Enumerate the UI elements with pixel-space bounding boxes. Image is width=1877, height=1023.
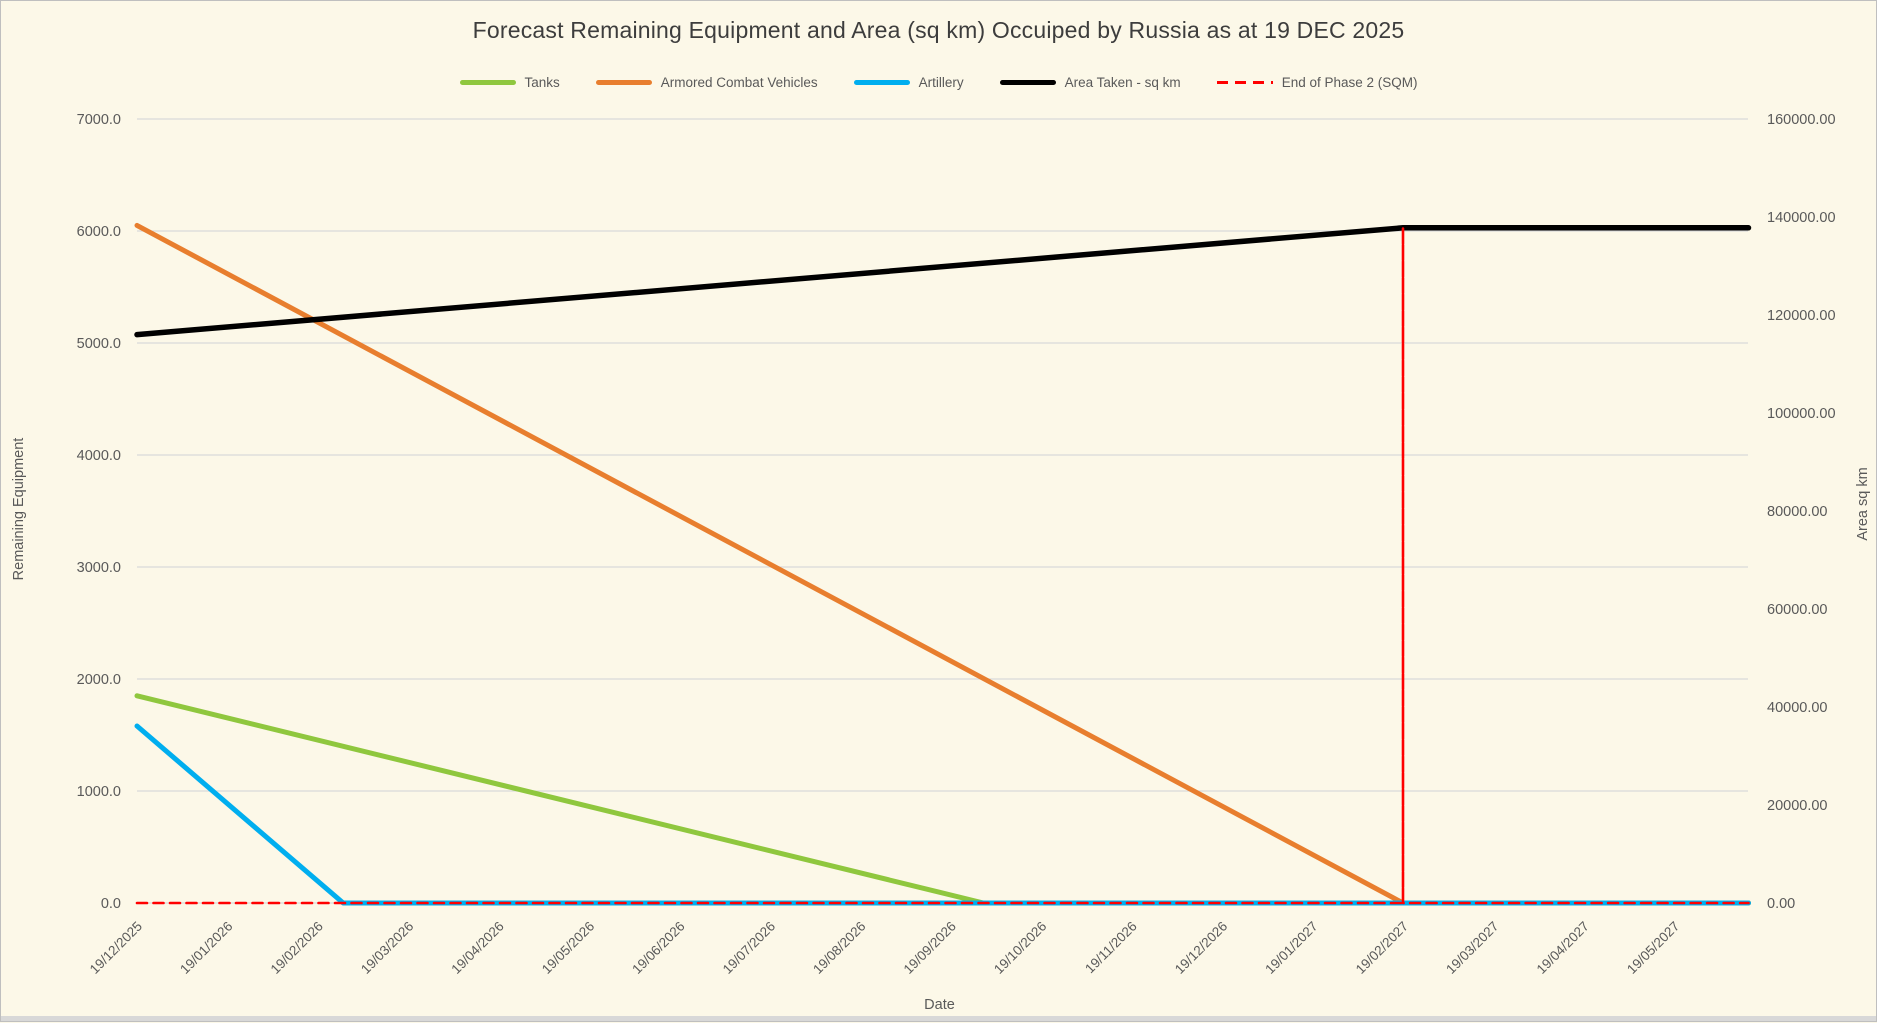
chart-legend: Tanks Armored Combat Vehicles Artillery Are… (1, 75, 1876, 90)
y-right-axis-title: Area sq km (1855, 467, 1871, 541)
x-tick-label: 19/08/2026 (810, 919, 868, 977)
x-tick-label: 19/01/2027 (1262, 919, 1320, 977)
end-of-phase-2-sqm-line (135, 226, 1750, 905)
chart-bottom-edge (1, 1016, 1876, 1021)
legend-label-tanks: Tanks (524, 75, 560, 90)
area-taken-sq-km-line (134, 225, 1752, 338)
y-right-tick-label: 0.00 (1767, 896, 1795, 912)
y-right-tick-label: 120000.00 (1767, 308, 1836, 324)
y-right-tick-label: 60000.00 (1767, 602, 1827, 618)
x-tick-label: 19/04/2026 (448, 919, 506, 977)
legend-item-armored-combat-vehicles: Armored Combat Vehicles (595, 75, 818, 90)
x-tick-label: 19/09/2026 (901, 919, 959, 977)
x-tick-label: 19/05/2027 (1624, 919, 1682, 977)
armored-combat-vehicles-line (134, 222, 1751, 906)
y-left-tick-label: 4000.0 (77, 448, 121, 464)
legend-swatch-area-taken-sq-km (999, 80, 1056, 85)
y-left-axis-title: Remaining Equipment (11, 437, 27, 581)
x-tick-label: 19/05/2026 (539, 919, 597, 977)
tanks-line (134, 693, 1751, 906)
y-left-tick-label: 7000.0 (77, 112, 121, 128)
legend-label-armored-combat-vehicles: Armored Combat Vehicles (660, 75, 818, 90)
y-right-tick-label: 80000.00 (1767, 504, 1827, 520)
x-tick-label: 19/02/2026 (268, 919, 326, 977)
legend-swatch-end-of-phase-2-sqm (1216, 81, 1273, 84)
y-left-tick-label: 3000.0 (77, 560, 121, 576)
y-left-tick-label: 5000.0 (77, 336, 121, 352)
x-tick-label: 19/07/2026 (720, 919, 778, 977)
y-right-tick-label: 100000.00 (1767, 406, 1836, 422)
x-tick-label: 19/12/2026 (1172, 919, 1230, 977)
legend-label-area-taken-sq-km: Area Taken - sq km (1064, 75, 1181, 90)
y-right-tick-label: 40000.00 (1767, 700, 1827, 716)
x-tick-label: 19/04/2027 (1534, 919, 1592, 977)
x-tick-label: 19/02/2027 (1353, 919, 1411, 977)
y-left-tick-label: 1000.0 (77, 784, 121, 800)
y-right-tick-label: 160000.00 (1767, 112, 1836, 128)
x-tick-label: 19/03/2026 (358, 919, 416, 977)
y-right-tick-label: 140000.00 (1767, 210, 1836, 226)
legend-item-tanks: Tanks (459, 75, 560, 90)
legend-swatch-artillery (853, 80, 910, 85)
legend-swatch-armored-combat-vehicles (595, 80, 652, 85)
chart-title: Forecast Remaining Equipment and Area (s… (472, 17, 1405, 43)
legend-label-end-of-phase-2-sqm: End of Phase 2 (SQM) (1281, 75, 1418, 90)
legend-swatch-tanks (459, 80, 516, 85)
y-right-tick-label: 20000.00 (1767, 798, 1827, 814)
y-left-tick-label: 2000.0 (77, 672, 121, 688)
x-tick-label: 19/12/2025 (87, 919, 145, 977)
legend-item-artillery: Artillery (853, 75, 964, 90)
legend-label-artillery: Artillery (918, 75, 964, 90)
legend-item-area-taken-sq-km: Area Taken - sq km (999, 75, 1181, 90)
x-tick-label: 19/03/2027 (1443, 919, 1501, 977)
x-tick-label: 19/06/2026 (629, 919, 687, 977)
x-tick-label: 19/10/2026 (991, 919, 1049, 977)
x-tick-label: 19/11/2026 (1082, 919, 1140, 977)
x-tick-label: 19/01/2026 (177, 919, 235, 977)
y-left-tick-label: 6000.0 (77, 224, 121, 240)
legend-item-end-of-phase-2-sqm: End of Phase 2 (SQM) (1216, 75, 1418, 90)
y-left-tick-label: 0.0 (101, 896, 121, 912)
x-axis-title: Date (924, 997, 955, 1013)
